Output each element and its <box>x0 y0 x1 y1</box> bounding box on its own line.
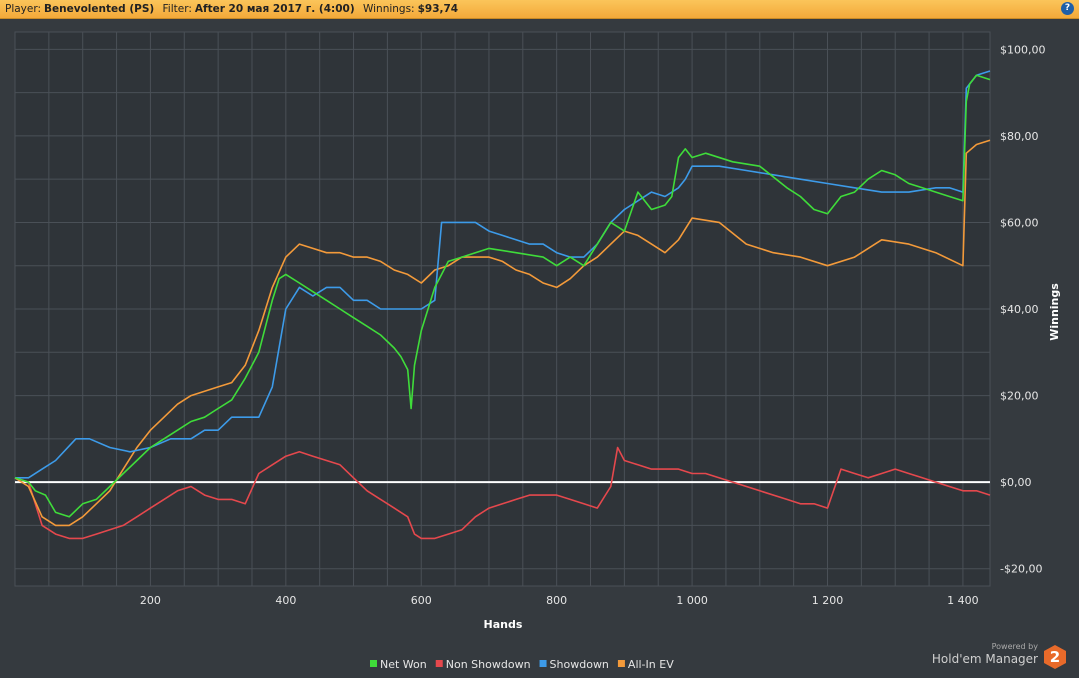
winnings-graph: 200 400 600 800 1 000 1 200 1 400 -$20,00 $0,00… <box>14 31 1061 671</box>
y-tick-label: -$20,00 <box>1000 563 1042 576</box>
x-tick-label: 1 400 <box>947 594 979 607</box>
legend-swatch <box>435 660 443 667</box>
legend-item[interactable]: All-In EV <box>617 658 674 671</box>
series-line-showdown <box>15 70 991 479</box>
series-line-net-won <box>14 74 991 518</box>
brand-name-text: Hold'em Manager <box>931 652 1038 666</box>
series-lines <box>14 70 991 540</box>
filter-header-bar: Player: Benevolented (PS) Filter: After 20… <box>0 0 1079 19</box>
grid-lines <box>14 32 990 586</box>
series-line-all-in-ev <box>14 139 991 527</box>
x-tick-label: 200 <box>140 594 161 607</box>
legend: Net Won Non Showdown Showdown All-In EV <box>370 658 674 671</box>
y-tick-label: $20,00 <box>1000 390 1039 403</box>
y-tick-label: $40,00 <box>1000 303 1039 316</box>
y-tick-label: $0,00 <box>1000 476 1032 489</box>
x-tick-label: 800 <box>546 594 567 607</box>
y-axis-title: Winnings <box>1048 283 1061 341</box>
filter-label: Filter: <box>162 3 192 15</box>
y-tick-label: $100,00 <box>1000 43 1046 56</box>
legend-item[interactable]: Net Won <box>370 658 427 671</box>
winnings-label: Winnings: <box>362 3 415 15</box>
y-axis-ticks: -$20,00 $0,00 $20,00 $40,00 $60,00 $80,00 $100… <box>1000 43 1046 575</box>
x-tick-label: 400 <box>275 594 296 607</box>
brand-powered-text: Powered by <box>991 642 1038 651</box>
x-axis-ticks: 200 400 600 800 1 000 1 200 1 400 <box>140 594 979 607</box>
legend-swatch <box>617 660 625 667</box>
player-label: Player: <box>5 3 42 15</box>
legend-label: All-In EV <box>628 658 674 671</box>
winnings-value: $93,74 <box>417 3 459 15</box>
legend-label: Non Showdown <box>446 658 531 671</box>
legend-label: Showdown <box>550 658 609 671</box>
hem2-logo-icon: 2 <box>1044 645 1066 669</box>
filter-value[interactable]: After 20 мая 2017 г. (4:00) <box>194 3 355 15</box>
x-tick-label: 600 <box>411 594 432 607</box>
help-icon[interactable]: ? <box>1061 2 1074 15</box>
x-tick-label: 1 200 <box>812 594 844 607</box>
y-tick-label: $80,00 <box>1000 130 1039 143</box>
x-tick-label: 1 000 <box>676 594 708 607</box>
legend-label: Net Won <box>380 658 427 671</box>
legend-item[interactable]: Non Showdown <box>435 658 531 671</box>
legend-item[interactable]: Showdown <box>539 658 609 671</box>
x-axis-title: Hands <box>484 618 523 631</box>
legend-swatch <box>370 660 377 667</box>
y-tick-label: $60,00 <box>1000 216 1039 229</box>
series-line-non-showdown <box>14 446 991 540</box>
legend-swatch <box>539 660 547 667</box>
brand-logo-block: Powered by Hold'em Manager 2 <box>932 642 1066 672</box>
player-value[interactable]: Benevolented (PS) <box>44 3 155 15</box>
